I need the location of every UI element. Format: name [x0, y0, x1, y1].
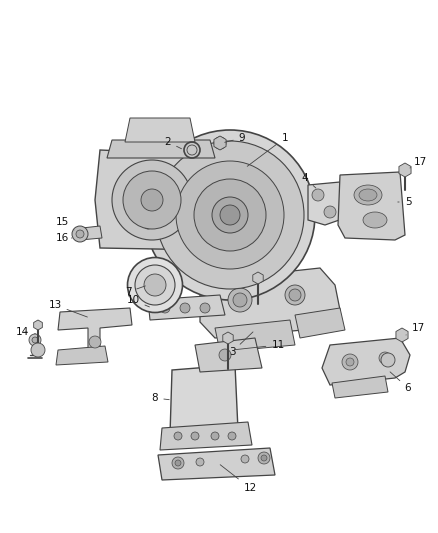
Ellipse shape: [123, 171, 181, 229]
Circle shape: [174, 432, 182, 440]
Polygon shape: [200, 268, 340, 338]
Text: 7: 7: [125, 286, 145, 297]
Polygon shape: [338, 172, 405, 240]
Circle shape: [180, 303, 190, 313]
Polygon shape: [396, 328, 408, 342]
Circle shape: [228, 288, 252, 312]
Ellipse shape: [134, 193, 162, 237]
Polygon shape: [322, 338, 410, 385]
Text: 16: 16: [55, 233, 72, 243]
Circle shape: [211, 432, 219, 440]
Ellipse shape: [212, 197, 248, 233]
Ellipse shape: [140, 201, 156, 229]
Text: 8: 8: [152, 393, 169, 403]
Polygon shape: [58, 308, 132, 356]
Text: 6: 6: [390, 372, 411, 393]
Circle shape: [175, 460, 181, 466]
Polygon shape: [158, 448, 275, 480]
Circle shape: [172, 457, 184, 469]
Polygon shape: [170, 365, 238, 435]
Circle shape: [76, 230, 84, 238]
Polygon shape: [223, 332, 233, 344]
Polygon shape: [195, 338, 262, 372]
Circle shape: [219, 349, 231, 361]
Circle shape: [31, 343, 45, 357]
Ellipse shape: [112, 160, 192, 240]
Circle shape: [285, 285, 305, 305]
Circle shape: [324, 206, 336, 218]
Polygon shape: [148, 295, 225, 320]
Ellipse shape: [156, 141, 304, 289]
Text: 15: 15: [55, 217, 74, 230]
Circle shape: [29, 334, 41, 346]
Polygon shape: [215, 320, 295, 352]
Circle shape: [32, 337, 38, 343]
Ellipse shape: [127, 257, 183, 312]
Polygon shape: [190, 148, 250, 172]
Circle shape: [381, 353, 395, 367]
Text: 9: 9: [225, 133, 245, 143]
Polygon shape: [80, 226, 102, 240]
Text: 3: 3: [229, 332, 253, 357]
Text: 17: 17: [406, 323, 424, 335]
Ellipse shape: [354, 185, 382, 205]
Polygon shape: [332, 376, 388, 398]
Text: 5: 5: [398, 197, 411, 207]
Text: 17: 17: [410, 157, 427, 168]
Circle shape: [342, 354, 358, 370]
Text: 13: 13: [48, 300, 88, 317]
Circle shape: [289, 289, 301, 301]
Circle shape: [346, 358, 354, 366]
Circle shape: [258, 452, 270, 464]
Circle shape: [214, 137, 226, 149]
Text: 10: 10: [127, 295, 149, 307]
Polygon shape: [148, 187, 190, 243]
Polygon shape: [34, 320, 42, 330]
Polygon shape: [56, 346, 108, 365]
Polygon shape: [399, 163, 411, 177]
Circle shape: [196, 458, 204, 466]
Ellipse shape: [135, 265, 175, 305]
Text: 2: 2: [165, 137, 181, 149]
Polygon shape: [214, 136, 226, 150]
Text: 1: 1: [247, 133, 288, 166]
Circle shape: [241, 455, 249, 463]
Circle shape: [72, 226, 88, 242]
Circle shape: [200, 303, 210, 313]
Polygon shape: [308, 182, 345, 225]
Polygon shape: [253, 272, 263, 284]
Circle shape: [379, 352, 391, 364]
Text: 11: 11: [235, 340, 285, 350]
Polygon shape: [95, 150, 215, 250]
Polygon shape: [160, 422, 252, 450]
Circle shape: [160, 303, 170, 313]
Polygon shape: [125, 118, 195, 142]
Ellipse shape: [359, 189, 377, 201]
Circle shape: [228, 432, 236, 440]
Polygon shape: [295, 308, 345, 338]
Circle shape: [89, 336, 101, 348]
Circle shape: [312, 189, 324, 201]
Ellipse shape: [194, 179, 266, 251]
Circle shape: [261, 455, 267, 461]
Text: 4: 4: [302, 173, 316, 188]
Circle shape: [220, 205, 240, 225]
Ellipse shape: [145, 130, 315, 300]
Ellipse shape: [176, 161, 284, 269]
Ellipse shape: [141, 189, 163, 211]
Circle shape: [233, 293, 247, 307]
Circle shape: [191, 432, 199, 440]
Text: 12: 12: [220, 465, 257, 493]
Polygon shape: [107, 140, 215, 158]
Ellipse shape: [144, 274, 166, 296]
Ellipse shape: [363, 212, 387, 228]
Text: 14: 14: [15, 327, 28, 337]
